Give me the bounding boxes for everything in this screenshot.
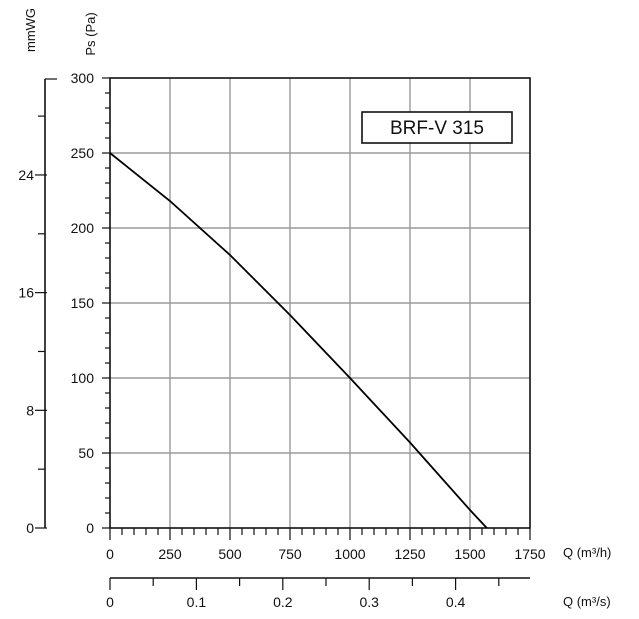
x-axis-title: Q (m³/h) [563, 545, 611, 560]
mmwg-tick-label: 0 [26, 520, 34, 536]
x-tick-label: 0 [106, 546, 114, 562]
flow-m3s-axis: 0 0.1 0.2 0.3 0.4 [106, 577, 530, 610]
y-tick-label: 150 [71, 295, 95, 311]
x-tick-label: 1750 [514, 546, 545, 562]
mmwg-tick-label: 8 [26, 402, 34, 418]
pressure-curve [109, 152, 488, 529]
m3s-tick-label: 0.1 [187, 594, 207, 610]
m3s-tick-label: 0.4 [446, 594, 466, 610]
y-tick-label: 0 [86, 520, 94, 536]
x-tick-label: 1250 [394, 546, 425, 562]
secondary-x-axis-title: Q (m³/s) [563, 594, 611, 609]
x-tick-label: 1500 [454, 546, 485, 562]
model-label: BRF-V 315 [390, 118, 484, 139]
model-label-box [361, 111, 513, 144]
secondary-y-axis-title: mmWG [23, 8, 38, 52]
x-tick-label: 1000 [334, 546, 365, 562]
mmwg-tick-label: 16 [18, 285, 34, 301]
mmwg-axis: 0 8 16 24 [18, 78, 57, 536]
m3s-tick-label: 0.2 [273, 594, 293, 610]
grid [110, 78, 530, 528]
y-tick-label: 200 [71, 220, 95, 236]
series-layer [109, 152, 488, 529]
y-tick-label: 50 [78, 445, 94, 461]
x-tick-label: 250 [158, 546, 182, 562]
mmwg-tick-label: 24 [18, 167, 34, 183]
y-tick-label: 300 [71, 70, 95, 86]
m3s-tick-label: 0.3 [359, 594, 379, 610]
y-tick-label: 250 [71, 145, 95, 161]
m3s-tick-label: 0 [106, 594, 114, 610]
flow-m3h-axis: 0 250 500 750 1000 1250 1500 1750 [106, 528, 546, 562]
y-axis-title: Ps (Pa) [83, 12, 98, 55]
x-tick-label: 500 [218, 546, 242, 562]
pressure-axis: 0 50 100 150 200 250 300 [71, 70, 110, 536]
x-tick-label: 750 [278, 546, 302, 562]
y-tick-label: 100 [71, 370, 95, 386]
